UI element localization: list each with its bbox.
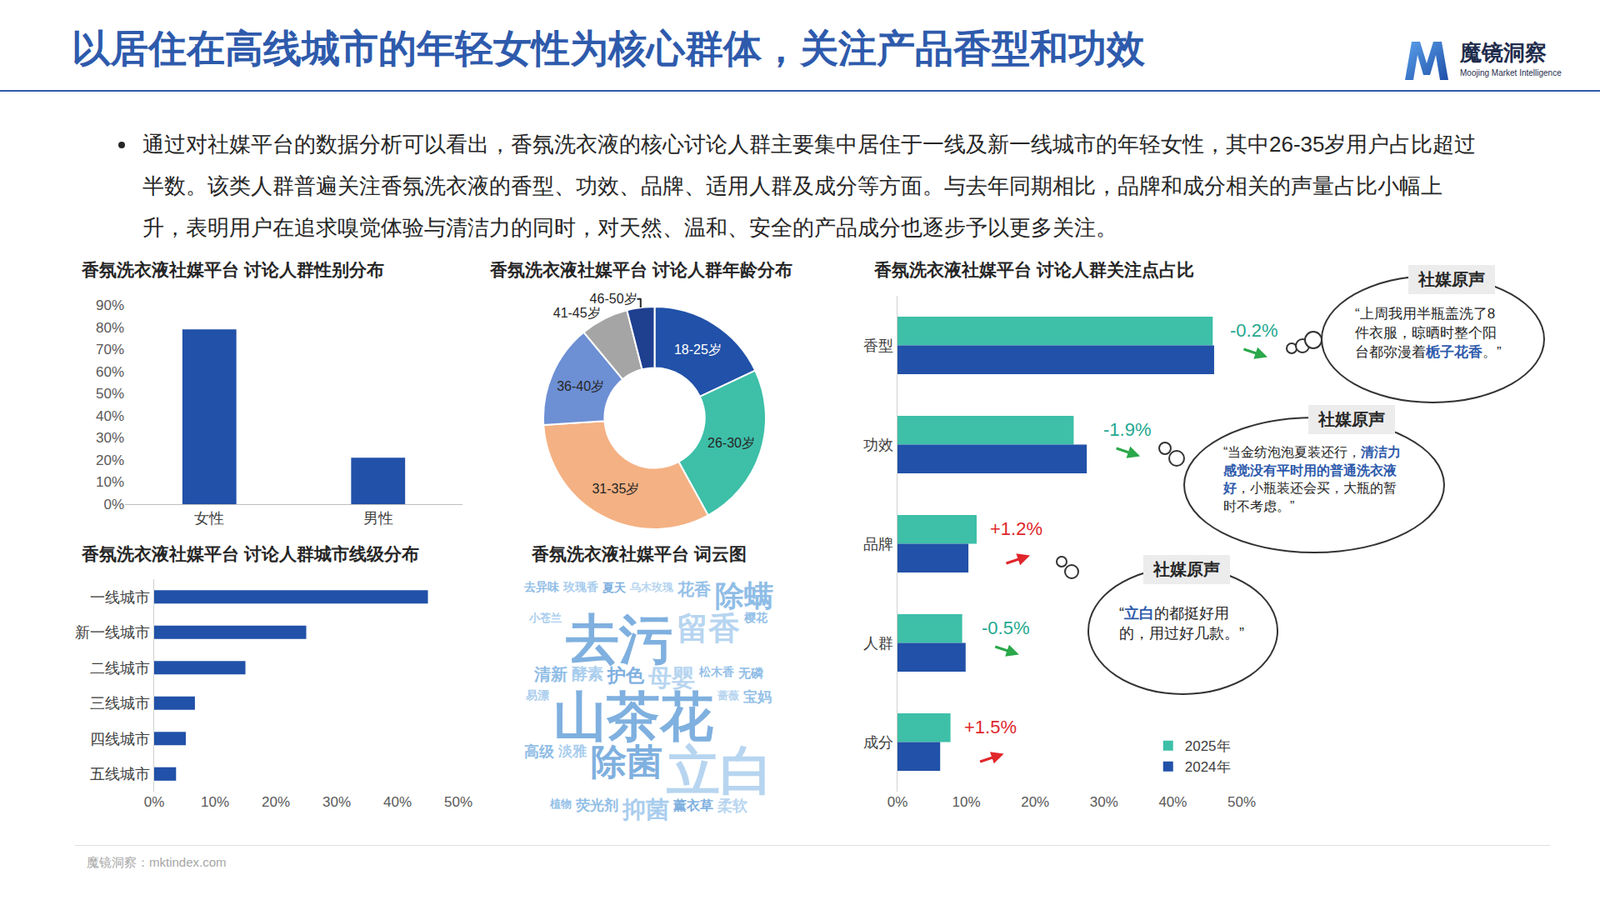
html-text:易漂: 易漂 <box>525 689 549 702</box>
svg-text:2025年: 2025年 <box>1185 738 1231 755</box>
svg-text:+1.5%: +1.5% <box>964 716 1017 738</box>
svg-text:五线城市: 五线城市 <box>90 765 150 783</box>
svg-text:46-50岁: 46-50岁 <box>590 291 638 306</box>
svg-text:新一线城市: 新一线城市 <box>75 624 150 641</box>
html-text:“当金纺泡泡夏装还行，清洁力感觉没有平时用的普通洗衣液好，小: “当金纺泡泡夏装还行，清洁力感觉没有平时用的普通洗衣液好，小瓶装还会买，大瓶的暂… <box>1223 445 1402 514</box>
html-text:香氛洗衣液社媒平台 讨论人群城市线级分布: 香氛洗衣液社媒平台 讨论人群城市线级分布 <box>81 544 419 564</box>
html-text:蔷薇 宝妈: 蔷薇 宝妈 <box>717 688 772 706</box>
html-text:清新 酵素 护色母婴: 清新 酵素 护色母婴 <box>533 664 695 691</box>
svg-text:-0.2%: -0.2% <box>1230 320 1278 341</box>
svg-text:0%: 0% <box>144 794 165 810</box>
html-text:高级 淡雅: 高级 淡雅 <box>523 742 587 761</box>
svg-text:人群: 人群 <box>863 635 894 652</box>
svg-text:18-25岁: 18-25岁 <box>674 342 722 357</box>
html-text:社媒原声: 社媒原声 <box>1418 270 1485 289</box>
svg-text:-1.9%: -1.9% <box>1103 419 1151 440</box>
svg-text:50%: 50% <box>444 794 473 810</box>
svg-text:40%: 40% <box>383 794 412 810</box>
svg-text:30%: 30% <box>1090 794 1119 810</box>
svg-text:二线城市: 二线城市 <box>90 660 150 677</box>
svg-text:品牌: 品牌 <box>863 535 894 553</box>
html-text:山茶花: 山茶花 <box>552 686 713 747</box>
svg-text:20%: 20% <box>261 794 290 810</box>
svg-text:50%: 50% <box>1227 794 1256 810</box>
html-text:魔镜洞察：mktindex.com: 魔镜洞察：mktindex.com <box>86 855 227 870</box>
html-text:“立白的都挺好用的，用过好几款。”: “立白的都挺好用的，用过好几款。” <box>1119 605 1245 642</box>
svg-text:+1.2%: +1.2% <box>990 518 1043 540</box>
html-text:植物 荧光剂 抑菌薰衣草 柔软: 植物 荧光剂 抑菌薰衣草 柔软 <box>549 796 748 823</box>
svg-text:90%: 90% <box>95 297 125 314</box>
svg-text:20%: 20% <box>95 452 125 469</box>
html-text:以居住在高线城市的年轻女性为核心群体，关注产品香型和功效: 以居住在高线城市的年轻女性为核心群体，关注产品香型和功效 <box>71 26 1145 70</box>
svg-text:10%: 10% <box>95 474 125 490</box>
svg-text:香型: 香型 <box>863 337 894 355</box>
svg-text:80%: 80% <box>95 320 125 336</box>
svg-text:女性: 女性 <box>194 510 225 527</box>
html-text:樱花: 樱花 <box>744 611 768 624</box>
html-text:香氛洗衣液社媒平台 词云图: 香氛洗衣液社媒平台 词云图 <box>531 544 747 564</box>
html-text:香氛洗衣液社媒平台 讨论人群关注点占比: 香氛洗衣液社媒平台 讨论人群关注点占比 <box>874 260 1194 280</box>
svg-text:36-40岁: 36-40岁 <box>556 379 605 394</box>
html-text:社媒原声: 社媒原声 <box>1318 410 1385 429</box>
html-text:去异味 玫瑰香 夏天 乌木玫瑰 花香除螨: 去异味 玫瑰香 夏天 乌木玫瑰 花香除螨 <box>523 579 773 613</box>
svg-text:70%: 70% <box>95 341 125 358</box>
svg-text:一线城市: 一线城市 <box>90 589 150 606</box>
svg-text:四线城市: 四线城市 <box>90 730 150 748</box>
svg-text:40%: 40% <box>95 408 125 425</box>
svg-text:0%: 0% <box>103 496 125 513</box>
svg-text:-0.5%: -0.5% <box>981 617 1030 639</box>
svg-text:10%: 10% <box>952 794 981 810</box>
html-text:“上周我用半瓶盖洗了8件衣服，晾晒时整个阳台都弥漫着栀子花香: “上周我用半瓶盖洗了8件衣服，晾晒时整个阳台都弥漫着栀子花香。” <box>1355 305 1502 360</box>
svg-text:41-45岁: 41-45岁 <box>553 305 601 320</box>
svg-text:功效: 功效 <box>863 436 894 454</box>
svg-text:50%: 50% <box>95 385 125 402</box>
svg-text:2024年: 2024年 <box>1185 759 1231 775</box>
html-text:Moojing Market Intelligence: Moojing Market Intelligence <box>1460 68 1562 78</box>
svg-text:26-30岁: 26-30岁 <box>707 435 755 450</box>
html-text:魔镜洞察: 魔镜洞察 <box>1460 40 1547 65</box>
svg-text:40%: 40% <box>1158 794 1187 810</box>
svg-text:成分: 成分 <box>863 734 894 751</box>
svg-text:31-35岁: 31-35岁 <box>591 481 640 496</box>
html-text:松木香 无磷: 松木香 无磷 <box>698 665 763 680</box>
html-text:小苍兰: 小苍兰 <box>529 611 562 624</box>
svg-text:三线城市: 三线城市 <box>90 695 150 712</box>
html-text:除菌立白: 除菌立白 <box>590 741 773 801</box>
svg-text:0%: 0% <box>887 794 909 810</box>
html-text:香氛洗衣液社媒平台 讨论人群年龄分布: 香氛洗衣液社媒平台 讨论人群年龄分布 <box>490 260 793 280</box>
html-text:通过对社媒平台的数据分析可以看出，香氛洗衣液的核心讨论人群主: 通过对社媒平台的数据分析可以看出，香氛洗衣液的核心讨论人群主要集中居住于一线及新… <box>142 131 1477 240</box>
svg-text:30%: 30% <box>322 794 351 810</box>
svg-text:20%: 20% <box>1020 794 1050 810</box>
html-text:香氛洗衣液社媒平台 讨论人群性别分布: 香氛洗衣液社媒平台 讨论人群性别分布 <box>81 260 384 280</box>
svg-text:60%: 60% <box>95 364 125 380</box>
html-text:去污留香: 去污留香 <box>565 608 740 669</box>
html-text:社媒原声: 社媒原声 <box>1153 560 1220 579</box>
svg-text:10%: 10% <box>200 794 230 810</box>
svg-text:男性: 男性 <box>363 510 394 527</box>
svg-text:30%: 30% <box>95 430 125 446</box>
